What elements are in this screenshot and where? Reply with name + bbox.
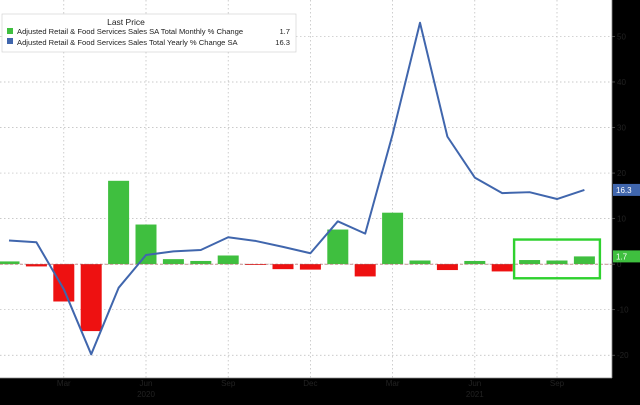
y-tick-label: 10 xyxy=(617,215,626,224)
legend-value-monthly: 1.7 xyxy=(279,27,290,36)
line-yearly-change xyxy=(8,21,585,356)
x-year-label: 2021 xyxy=(466,390,484,399)
y-tick-label: 40 xyxy=(617,78,626,87)
bar-monthly-change xyxy=(0,261,20,265)
grid xyxy=(0,0,612,378)
x-tick-label: Sep xyxy=(550,379,565,388)
legend-value-yearly: 16.3 xyxy=(275,38,290,47)
bar-monthly-change xyxy=(299,264,321,270)
legend-box xyxy=(1,13,297,53)
legend-swatch-yearly xyxy=(7,38,13,44)
highlight-box-layer xyxy=(512,238,602,280)
x-tick-label: Mar xyxy=(57,379,71,388)
bar-monthly-change xyxy=(162,259,184,265)
legend: Last Price Adjusted Retail & Food Servic… xyxy=(1,13,297,53)
x-tick-label: Dec xyxy=(303,379,317,388)
legend-title: Last Price xyxy=(107,17,145,27)
bar-monthly-change xyxy=(327,229,349,265)
y-tick-label: -10 xyxy=(617,306,629,315)
bar-monthly-change xyxy=(382,212,404,265)
bar-monthly-change xyxy=(436,264,458,271)
bar-monthly-change xyxy=(53,264,75,302)
bar-monthly-change xyxy=(190,260,212,265)
y-tick-label: -20 xyxy=(617,351,629,360)
bar-monthly-change xyxy=(464,260,486,265)
last-value-tag-monthly-bg xyxy=(613,250,640,263)
last-value-tags: 16.3 1.7 xyxy=(613,183,640,263)
bar-monthly-change xyxy=(354,264,376,277)
bar-monthly-change xyxy=(546,260,568,265)
x-tick-label: Jun xyxy=(468,379,481,388)
legend-swatch-monthly xyxy=(7,28,13,34)
bar-monthly-change xyxy=(135,224,157,265)
highlight-box xyxy=(512,238,602,280)
x-tick-label: Sep xyxy=(221,379,236,388)
plot-area xyxy=(0,0,612,378)
line-series xyxy=(8,21,585,356)
last-value-tag-monthly: 1.7 xyxy=(616,252,628,261)
bar-monthly-change xyxy=(217,255,239,265)
bar-monthly-change xyxy=(245,264,267,265)
bar-monthly-change xyxy=(25,264,47,267)
x-year-label: 2020 xyxy=(137,390,155,399)
bar-monthly-change xyxy=(491,264,513,272)
y-tick-label: 30 xyxy=(617,124,626,133)
bar-monthly-change xyxy=(272,264,294,270)
x-tick-label: Mar xyxy=(386,379,400,388)
legend-label-yearly: Adjusted Retail & Food Services Sales To… xyxy=(17,38,239,47)
bar-monthly-change xyxy=(519,260,541,265)
legend-label-monthly: Adjusted Retail & Food Services Sales SA… xyxy=(17,27,243,36)
bar-monthly-change xyxy=(80,264,102,332)
x-tick-label: Jun xyxy=(140,379,153,388)
bar-monthly-change xyxy=(573,256,595,265)
bar-monthly-change xyxy=(409,260,431,265)
y-tick-label: 50 xyxy=(617,32,626,41)
y-tick-label: 20 xyxy=(617,169,626,178)
bar-monthly-change xyxy=(108,180,130,265)
y-tick-label: 0 xyxy=(617,260,622,269)
axes: -20 -10 0 10 20 30 40 50 Mar Jun Sep Dec Mar Jun Sep 20… xyxy=(0,0,629,399)
last-value-tag-yearly-bg xyxy=(613,183,640,196)
last-value-tag-yearly: 16.3 xyxy=(616,186,632,195)
